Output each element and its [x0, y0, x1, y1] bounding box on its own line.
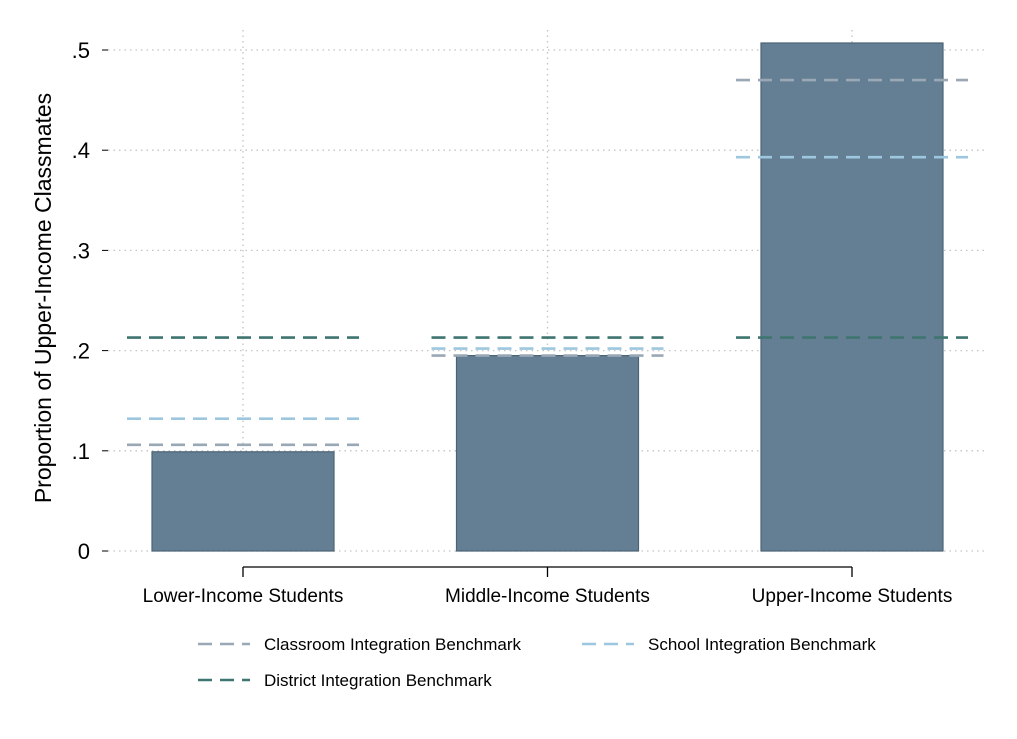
x-tick-label: Middle-Income Students — [445, 586, 650, 607]
legend-entry: District Integration Benchmark — [198, 671, 492, 690]
bar — [455, 355, 640, 552]
y-tick-label: .3 — [72, 238, 90, 263]
legend-entry: School Integration Benchmark — [582, 635, 876, 654]
y-tick-label: .5 — [72, 38, 90, 63]
x-tick-label: Lower-Income Students — [143, 586, 344, 607]
bar — [151, 451, 335, 552]
y-tick-label: .2 — [72, 339, 90, 364]
y-tick-label: .4 — [72, 138, 90, 163]
x-tick-label: Upper-Income Students — [752, 586, 953, 607]
axes-layer: 0 .1 .2 .3 .4 .5 Lower-Income Students Middle-I… — [72, 38, 953, 607]
y-tick-label: 0 — [78, 539, 90, 564]
legend: Classroom Integration Benchmark School In… — [198, 635, 876, 690]
legend-label: Classroom Integration Benchmark — [264, 635, 522, 654]
legend-label: School Integration Benchmark — [648, 635, 876, 654]
legend-label: District Integration Benchmark — [264, 671, 492, 690]
benchmarks-layer — [127, 78, 968, 447]
y-tick-label: .1 — [72, 439, 90, 464]
legend-entry: Classroom Integration Benchmark — [198, 635, 522, 654]
bar — [760, 42, 944, 552]
bars-layer — [151, 42, 944, 552]
y-axis-title: Proportion of Upper-Income Classmates — [30, 93, 56, 503]
